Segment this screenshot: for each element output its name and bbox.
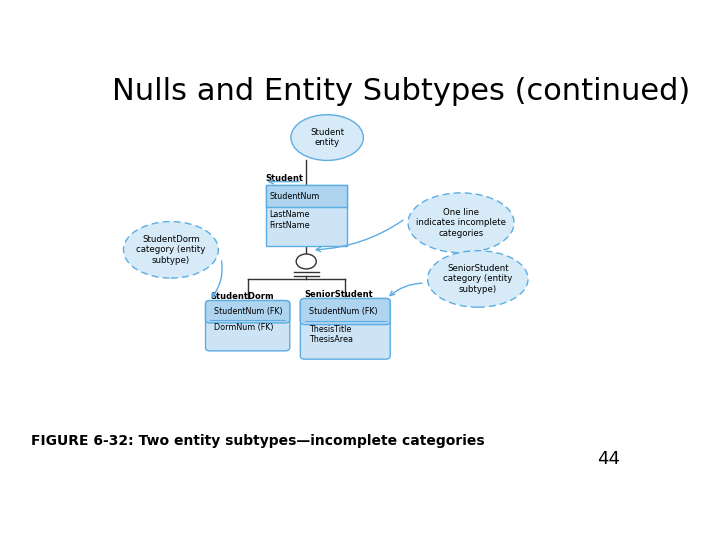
Text: FIGURE 6-32: Two entity subtypes—incomplete categories: FIGURE 6-32: Two entity subtypes—incompl… (30, 434, 485, 448)
Text: StudentDorm
category (entity
subtype): StudentDorm category (entity subtype) (136, 235, 206, 265)
FancyBboxPatch shape (205, 301, 289, 323)
FancyBboxPatch shape (205, 301, 289, 351)
Text: Student
entity: Student entity (310, 128, 344, 147)
Text: Nulls and Entity Subtypes (continued): Nulls and Entity Subtypes (continued) (112, 77, 690, 106)
Text: StudentNum (FK): StudentNum (FK) (309, 307, 377, 316)
Ellipse shape (124, 221, 218, 278)
Text: SeniorStudent: SeniorStudent (305, 291, 374, 299)
Text: DormNum (FK): DormNum (FK) (214, 323, 274, 332)
Text: ThesisTitle
ThesisArea: ThesisTitle ThesisArea (309, 325, 353, 344)
FancyBboxPatch shape (300, 299, 390, 325)
Ellipse shape (408, 193, 514, 253)
Text: StudentDorm: StudentDorm (210, 292, 274, 301)
Text: Student: Student (266, 174, 304, 183)
FancyBboxPatch shape (300, 299, 390, 359)
Bar (266, 185, 346, 207)
Text: StudentNum: StudentNum (270, 192, 320, 201)
Ellipse shape (428, 251, 528, 307)
Text: 44: 44 (597, 450, 620, 468)
Bar (266, 185, 346, 246)
Text: StudentNum (FK): StudentNum (FK) (214, 307, 282, 316)
Text: SeniorStudent
category (entity
subtype): SeniorStudent category (entity subtype) (443, 264, 513, 294)
Ellipse shape (291, 114, 364, 160)
Text: LastName
FirstName: LastName FirstName (270, 211, 310, 230)
Circle shape (296, 254, 316, 269)
Text: One line
indicates incomplete
categories: One line indicates incomplete categories (416, 208, 506, 238)
